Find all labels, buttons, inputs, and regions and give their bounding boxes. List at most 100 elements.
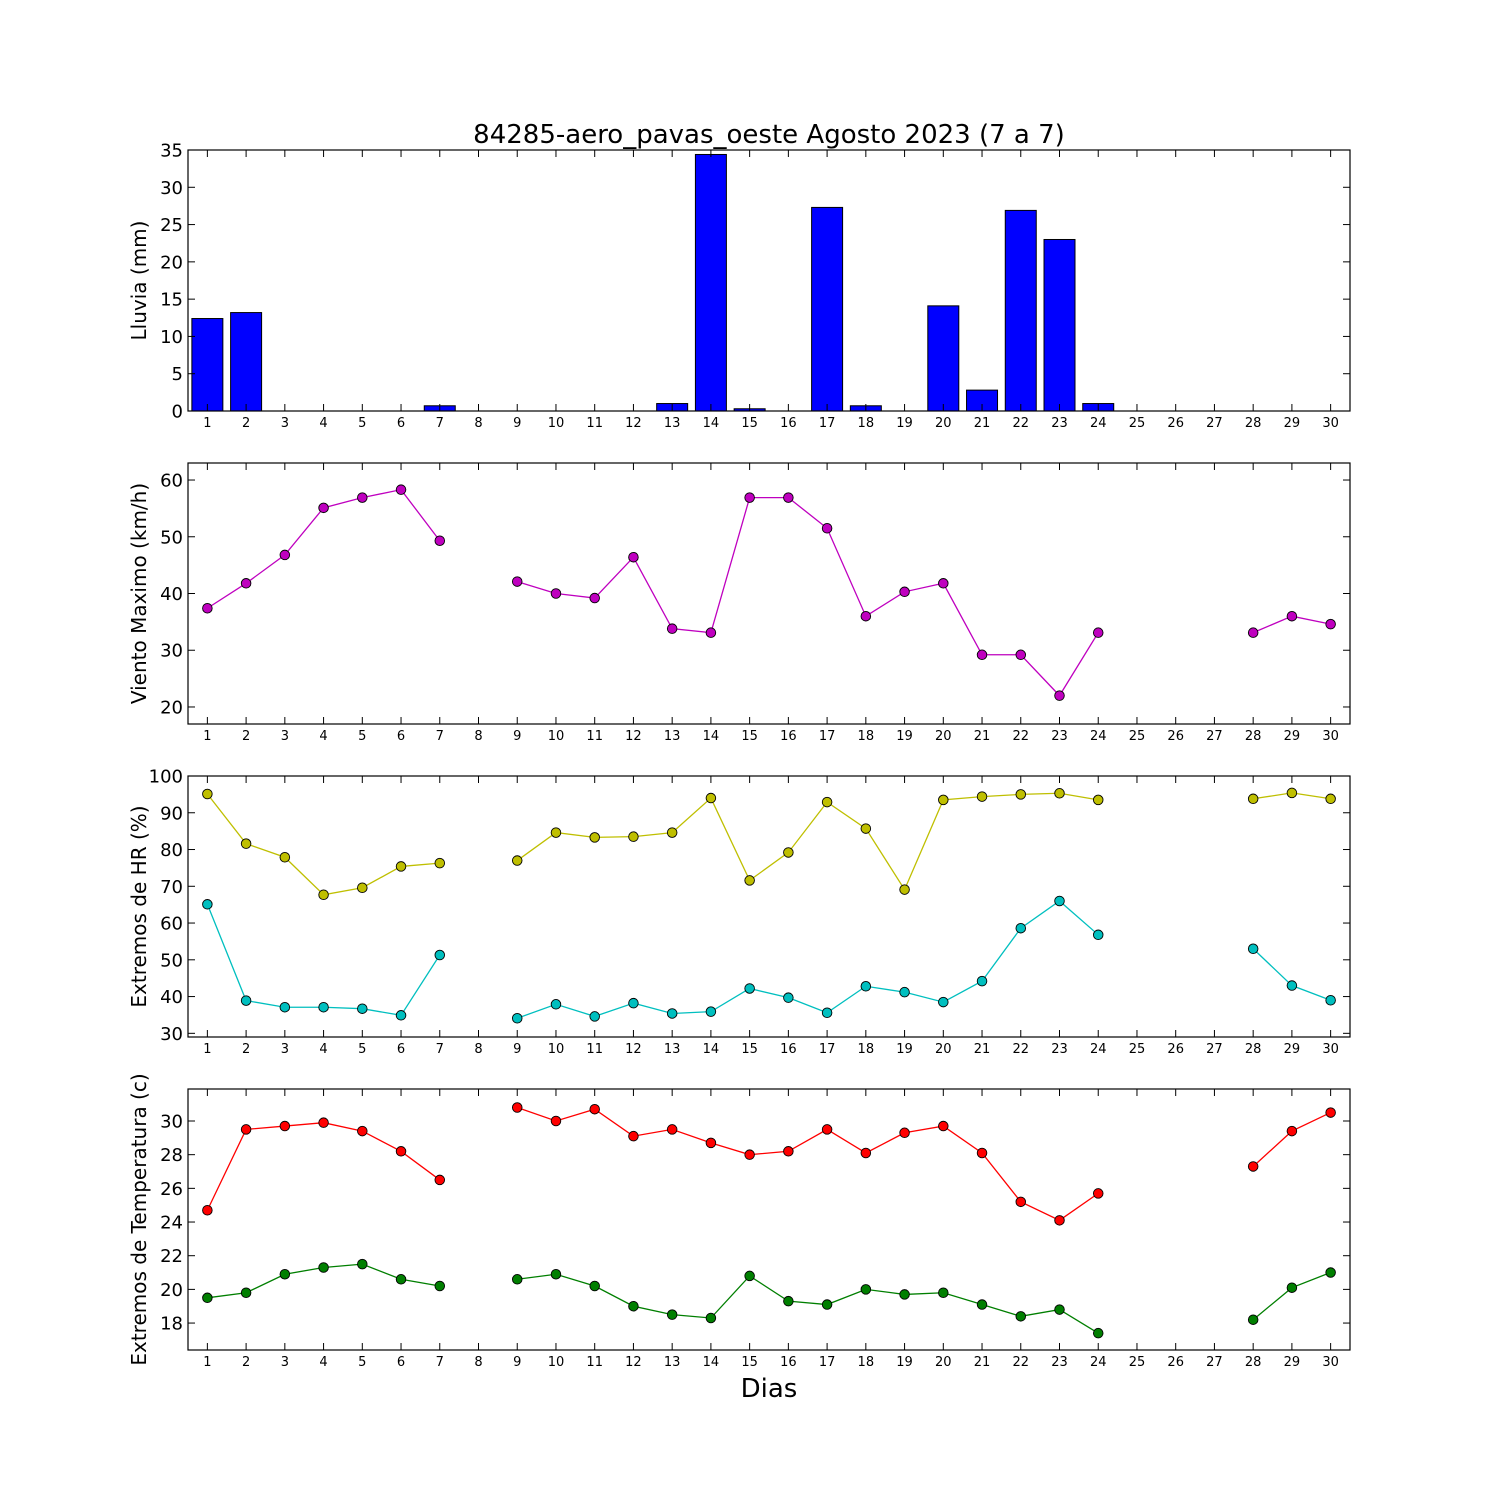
y-tick-label-30: 30 [160,641,183,662]
series-2-point-day-12 [628,1300,639,1312]
y-tick-label-0: 0 [172,402,183,423]
y-tick-label-18: 18 [160,1314,183,1335]
series-1-point-day-12 [628,1130,639,1142]
series-1-point-day-17 [821,523,833,534]
x-tick-label-15: 15 [741,1355,758,1370]
series-1-point-day-11 [589,592,600,604]
series-2-point-day-29 [1286,980,1298,991]
series-1 [202,787,1336,900]
y-tick-label-26: 26 [160,1179,183,1200]
x-tick-label-13: 13 [664,1042,681,1057]
series-1-point-day-6 [395,861,407,872]
series-1-point-day-17 [821,1124,833,1135]
series-1-point-day-28 [1247,793,1259,805]
x-tick-label-21: 21 [974,1355,991,1370]
x-tick-label-20: 20 [935,1355,952,1370]
x-tick-label-30: 30 [1322,729,1339,744]
x-tick-label-22: 22 [1012,1042,1029,1057]
series-1-point-day-14 [705,792,717,804]
x-tick-label-4: 4 [319,729,327,744]
series-1-point-day-1 [202,1204,213,1216]
x-tick-label-13: 13 [664,416,681,431]
x-tick-label-2: 2 [242,1355,250,1370]
x-tick-label-4: 4 [319,416,327,431]
x-tick-label-21: 21 [974,416,991,431]
y-tick-label-20: 20 [160,252,183,273]
bar-day-20 [927,305,960,412]
series-1-point-day-29 [1286,787,1298,799]
x-tick-label-29: 29 [1284,729,1301,744]
series-2-point-day-1 [202,1292,213,1304]
series-1-point-day-13 [666,623,678,634]
series-2-point-day-3 [279,1001,291,1013]
series-1-point-day-24 [1092,1188,1104,1199]
y-axis-label: Viento Maximo (km/h) [127,483,151,704]
series-1-point-day-7 [434,1174,446,1186]
y-tick-label-25: 25 [160,215,183,236]
x-tick-label-28: 28 [1245,729,1262,744]
x-tick-label-19: 19 [896,416,913,431]
y-tick-label-40: 40 [160,584,183,605]
y-tick-label-60: 60 [160,471,183,492]
y-axis-label: Extremos de HR (%) [127,805,151,1007]
series-2-point-day-18 [860,1284,872,1295]
series-1-point-day-2 [240,838,252,849]
x-tick-label-7: 7 [436,1355,444,1370]
series-2-point-day-29 [1286,1282,1298,1293]
x-tick-label-22: 22 [1012,1355,1029,1370]
y-tick-label-70: 70 [160,877,183,898]
x-tick-label-22: 22 [1012,416,1029,431]
series-1-point-day-20 [938,1120,949,1132]
x-tick-label-10: 10 [548,1355,565,1370]
series-2-point-day-30 [1325,994,1336,1006]
plot-frame [187,1088,1351,1351]
x-tick-label-12: 12 [625,729,642,744]
series-1-point-day-9 [511,855,523,866]
series-1-point-day-30 [1325,618,1336,630]
series-1-point-day-12 [628,831,639,842]
series-1-point-day-16 [783,847,794,858]
x-tick-label-9: 9 [513,1355,521,1370]
series-1-point-day-30 [1325,793,1336,805]
x-tick-label-17: 17 [819,729,836,744]
series-1-line-2 [517,496,1099,697]
x-tick-label-21: 21 [974,1042,991,1057]
y-tick-label-90: 90 [160,803,183,824]
x-tick-label-24: 24 [1090,729,1107,744]
x-tick-label-5: 5 [358,729,366,744]
series-2-point-day-30 [1325,1267,1336,1278]
y-axis-label: Lluvia (mm) [127,221,151,341]
series-2-point-day-7 [434,1280,446,1292]
series-1-point-day-1 [202,788,213,800]
series-1-point-day-19 [899,586,910,598]
x-tick-label-12: 12 [625,416,642,431]
x-tick-label-26: 26 [1167,1042,1184,1057]
x-tick-label-1: 1 [203,1042,211,1057]
x-tick-label-19: 19 [896,1355,913,1370]
series-1-point-day-22 [1015,1196,1027,1208]
y-tick-label-50: 50 [160,527,183,548]
x-tick-label-3: 3 [281,416,289,431]
series-1-point-day-11 [589,1103,600,1115]
x-tick-label-29: 29 [1284,1355,1301,1370]
series-2-point-day-2 [240,1287,252,1298]
series-1-point-day-28 [1247,1161,1259,1172]
x-tick-label-19: 19 [896,729,913,744]
series-1-point-day-18 [860,610,872,622]
x-tick-label-4: 4 [319,1355,327,1370]
series-2-point-day-15 [744,983,755,994]
y-tick-label-30: 30 [160,1111,183,1132]
series-2-point-day-17 [821,1299,833,1310]
x-tick-label-25: 25 [1129,416,1146,431]
series-2-point-day-21 [976,975,988,987]
plot-frame [187,149,1351,412]
x-tick-label-23: 23 [1051,1355,1068,1370]
x-tick-label-11: 11 [586,1042,603,1057]
series-1-point-day-14 [705,627,717,638]
x-tick-label-5: 5 [358,1355,366,1370]
x-tick-label-7: 7 [436,416,444,431]
x-tick-label-20: 20 [935,729,952,744]
series-1-point-day-23 [1054,1215,1065,1226]
